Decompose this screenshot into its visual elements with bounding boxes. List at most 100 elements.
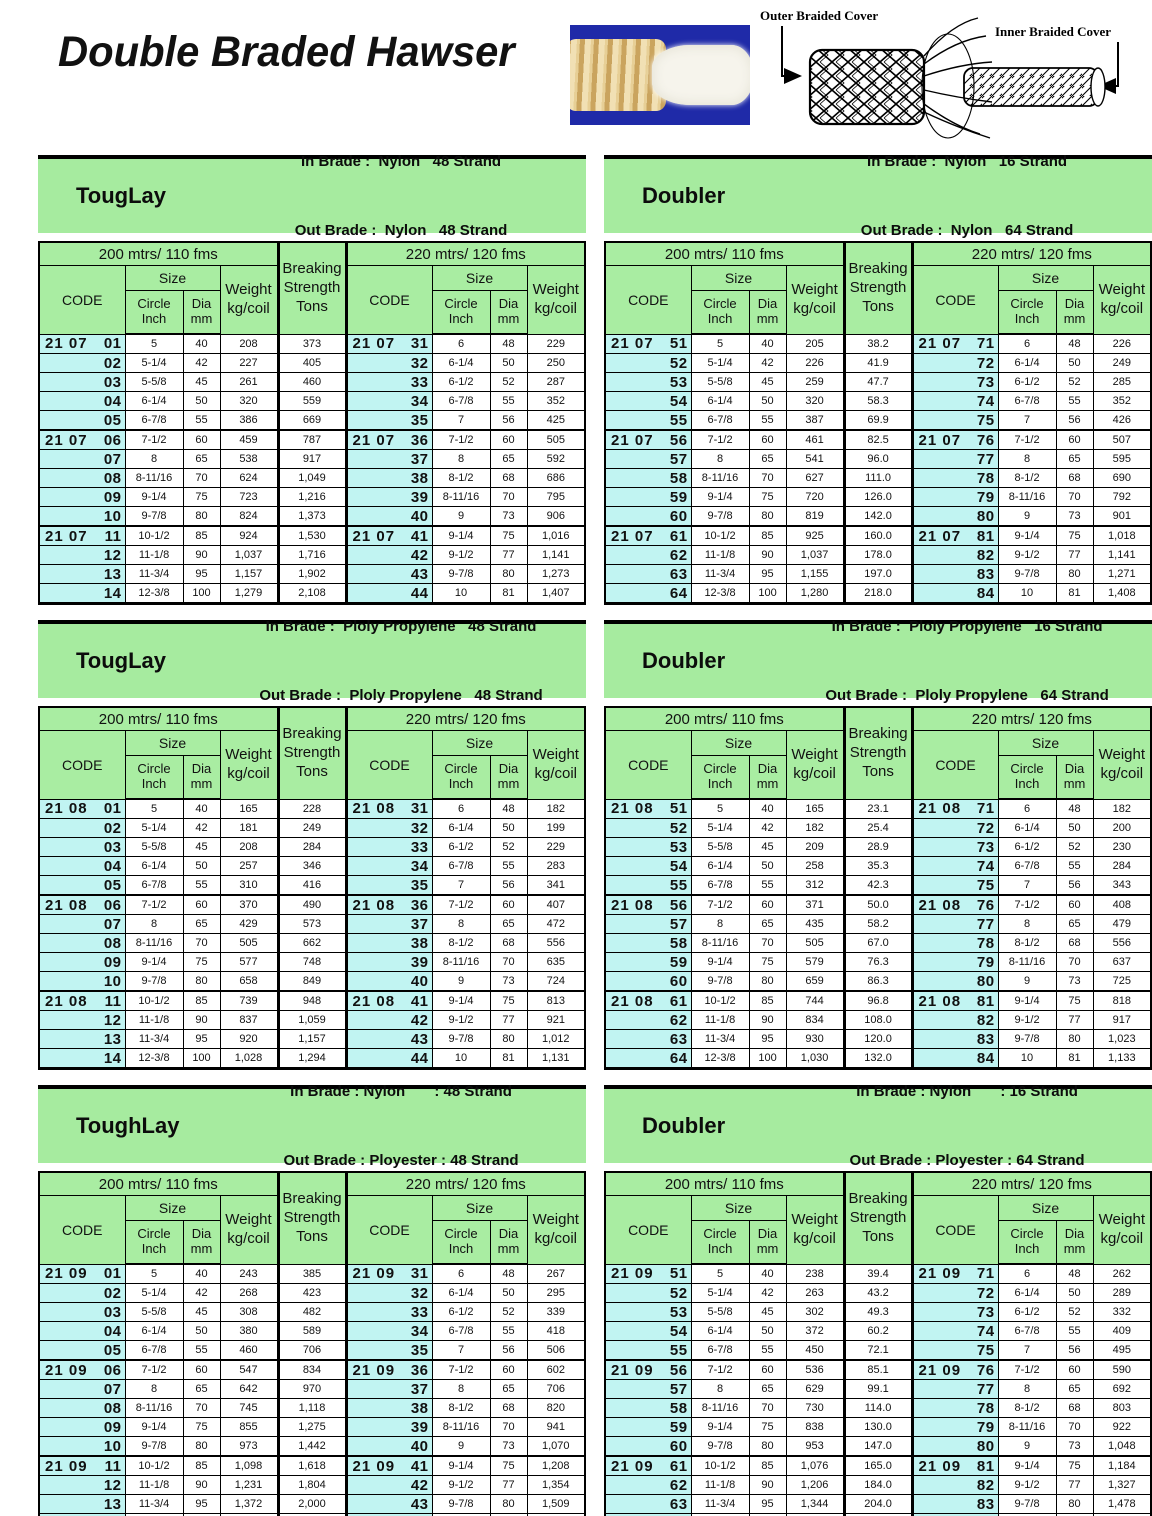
- weight-cell: 302: [785, 1302, 845, 1322]
- weight-cell: 920: [219, 1029, 279, 1049]
- outer-braid-body: [808, 48, 926, 126]
- code-cell: 21 09 01: [38, 1263, 126, 1284]
- dia-mm-header: Dia mm: [489, 290, 528, 335]
- circle-inch-cell: 6-1/4: [690, 1321, 750, 1341]
- product-name: Doubler: [642, 648, 726, 673]
- breaking-strength-cell: 58.2: [842, 914, 914, 934]
- weight-header: Weight kg/coil: [1092, 1195, 1152, 1265]
- table-row: 03 5-5/8 45 208 284 33 6-1/2 52 229: [38, 837, 586, 857]
- weight-cell: 547: [219, 1359, 279, 1380]
- breaking-strength-cell: 2,108: [276, 583, 348, 604]
- code-cell: 13: [38, 1029, 126, 1049]
- code-suffix: 12: [103, 546, 122, 564]
- weight-cell: 824: [219, 506, 279, 527]
- weight-header: Weight kg/coil: [1092, 730, 1152, 800]
- table-row: 14 12-3/8 100 1,279 2,108 44 10 81 1,407: [38, 583, 586, 604]
- breaking-strength-cell: 834: [276, 1359, 348, 1380]
- code-cell: 09: [38, 487, 126, 507]
- dia-mm-cell: 56: [489, 875, 528, 896]
- breaking-strength-cell: 23.1: [842, 798, 914, 819]
- code-suffix: 08: [103, 934, 122, 952]
- dia-mm-header: Dia mm: [748, 1220, 787, 1265]
- breaking-strength-cell: 849: [276, 971, 348, 992]
- weight-cell: 1,131: [526, 1048, 586, 1069]
- circle-inch-cell: 6: [997, 798, 1057, 819]
- size-header: Size: [997, 265, 1094, 291]
- dia-mm-cell: 77: [489, 1475, 528, 1495]
- circle-inch-cell: 6-1/4: [124, 856, 184, 876]
- dia-mm-cell: 60: [489, 894, 528, 915]
- size-header: Size: [124, 730, 221, 756]
- circle-inch-cell: 6-7/8: [690, 410, 750, 431]
- weight-header: Weight kg/coil: [1092, 265, 1152, 335]
- table-row: 60 9-7/8 80 819 142.0 80 9 73 901: [604, 506, 1152, 527]
- breaking-strength-cell: 126.0: [842, 487, 914, 507]
- table-row: 13 11-3/4 95 1,157 1,902 43 9-7/8 80 1,2…: [38, 564, 586, 584]
- circle-inch-cell: 6-7/8: [124, 410, 184, 431]
- dia-mm-cell: 50: [748, 856, 787, 876]
- brade-info: In Brade : Ploly Propylene 48 Strand Out…: [216, 568, 586, 754]
- code-suffix: 10: [103, 1437, 122, 1455]
- circle-inch-cell: 11-3/4: [690, 1029, 750, 1049]
- dia-mm-cell: 65: [489, 1379, 528, 1399]
- weight-cell: 371: [785, 894, 845, 915]
- weight-cell: 1,184: [1092, 1455, 1152, 1476]
- code-cell: 34: [345, 1321, 433, 1341]
- weight-cell: 268: [219, 1283, 279, 1303]
- code-suffix: 05: [103, 876, 122, 894]
- in-brade-line: In Brade : Nylon 16 Strand: [867, 152, 1068, 170]
- dia-mm-cell: 85: [182, 1455, 221, 1476]
- circle-inch-cell: 5-5/8: [124, 837, 184, 857]
- code-suffix: 63: [669, 565, 688, 583]
- spec-table: 200 mtrs/ 110 fms Breaking Strength Tons…: [604, 706, 1152, 1070]
- weight-cell: 372: [785, 1321, 845, 1341]
- circle-inch-cell: 6-1/4: [124, 1321, 184, 1341]
- code-cell: 60: [604, 506, 692, 527]
- weight-cell: 1,030: [785, 1048, 845, 1069]
- code-cell: 08: [38, 468, 126, 488]
- circle-inch-cell: 5: [124, 333, 184, 354]
- code-cell: 09: [38, 952, 126, 972]
- weight-cell: 1,018: [1092, 525, 1152, 546]
- breaking-strength-cell: 43.2: [842, 1283, 914, 1303]
- weight-cell: 506: [526, 1340, 586, 1361]
- product-band: TougLay In Brade : Nylon 48 Strand Out B…: [38, 153, 587, 239]
- table-row: 52 5-1/4 42 263 43.2 72 6-1/4 50 289: [604, 1283, 1152, 1303]
- breaking-strength-cell: 669: [276, 410, 348, 431]
- circle-inch-cell: 6-1/4: [997, 1283, 1057, 1303]
- table-row: 62 11-1/8 90 834 108.0 82 9-1/2 77 917: [604, 1010, 1152, 1030]
- table-row: 54 6-1/4 50 372 60.2 74 6-7/8 55 409: [604, 1321, 1152, 1341]
- table-row: 05 6-7/8 55 460 706 35 7 56 506: [38, 1340, 586, 1361]
- table-row: 04 6-1/4 50 257 346 34 6-7/8 55 283: [38, 856, 586, 876]
- table-row: 63 11-3/4 95 1,344 204.0 83 9-7/8 80 1,4…: [604, 1494, 1152, 1514]
- circle-inch-cell: 6-1/2: [997, 1302, 1057, 1322]
- dia-mm-cell: 85: [182, 990, 221, 1011]
- weight-cell: 165: [785, 798, 845, 819]
- weight-cell: 690: [1092, 468, 1152, 488]
- range-left-header: 200 mtrs/ 110 fms: [38, 706, 279, 731]
- dia-mm-cell: 50: [1055, 1283, 1094, 1303]
- table-row: 64 12-3/8 100 1,280 218.0 84 10 81 1,408: [604, 583, 1152, 604]
- circle-inch-cell: 10-1/2: [124, 525, 184, 546]
- circle-inch-cell: 8-1/2: [431, 1398, 491, 1418]
- breaking-strength-cell: 28.9: [842, 837, 914, 857]
- circle-inch-cell: 11-1/8: [124, 1475, 184, 1495]
- table-body: 21 08 51 5 40 165 23.1 21 08 71 6 48 182 5…: [604, 798, 1152, 1069]
- code-suffix: 64: [670, 1515, 688, 1516]
- dia-mm-cell: 77: [1055, 1475, 1094, 1495]
- table-row: 13 11-3/4 95 920 1,157 43 9-7/8 80 1,012: [38, 1029, 586, 1049]
- dia-mm-cell: 70: [748, 933, 787, 953]
- circle-inch-cell: 7-1/2: [690, 1359, 750, 1380]
- code-header: CODE: [38, 730, 126, 800]
- table-row: 55 6-7/8 55 387 69.9 75 7 56 426: [604, 410, 1152, 431]
- code-suffix: 32: [410, 1284, 429, 1302]
- code-suffix: 73: [976, 373, 995, 391]
- breaking-strength-cell: 72.1: [842, 1340, 914, 1361]
- dia-mm-header: Dia mm: [182, 1220, 221, 1265]
- code-cell: 35: [345, 410, 433, 431]
- dia-mm-cell: 56: [489, 1340, 528, 1361]
- table-row: 21 08 51 5 40 165 23.1 21 08 71 6 48 182: [604, 798, 1152, 819]
- circle-inch-cell: 11-3/4: [124, 564, 184, 584]
- breaking-strength-cell: 416: [276, 875, 348, 896]
